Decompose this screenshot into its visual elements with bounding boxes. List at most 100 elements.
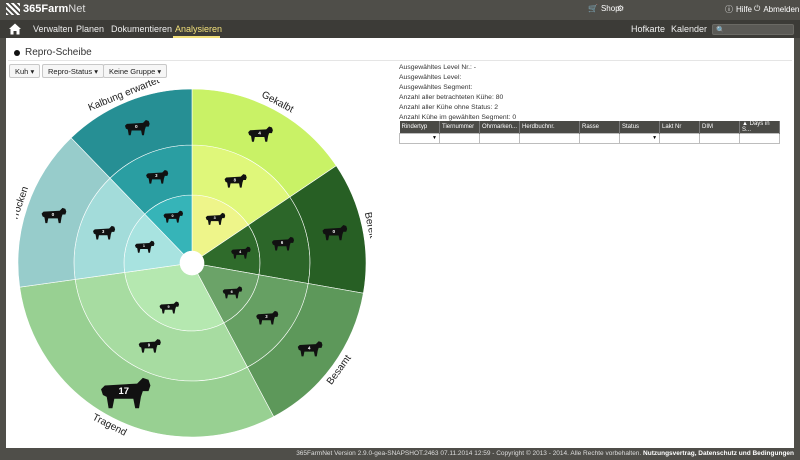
group-dropdown[interactable]: Keine Gruppe ▾ (103, 64, 168, 78)
filter-days-in-status[interactable] (739, 133, 781, 144)
shop-link[interactable]: 🛒 Shop (588, 4, 620, 13)
search-icon: 🔍 (716, 27, 725, 34)
wheel-segment-tragend-ring-3[interactable] (19, 279, 275, 438)
home-icon[interactable] (8, 22, 22, 36)
cow-count-label: 0 (171, 214, 173, 218)
cow-icon: 1 (134, 240, 155, 253)
left-frame (0, 38, 6, 460)
wheel-center (180, 251, 204, 275)
dropdown-label: Kuh (15, 67, 29, 76)
settings-button[interactable]: ⚙ (617, 4, 624, 13)
filter-dim[interactable] (699, 133, 741, 144)
nav-dokumentieren[interactable]: Dokumentieren (111, 24, 173, 34)
cow-icon: 4 (231, 246, 251, 259)
filter-row: ▼ ▼ (399, 133, 781, 144)
title-divider (8, 60, 792, 61)
nav-planen[interactable]: Planen (76, 24, 105, 34)
cow-icon: 8 (224, 174, 247, 188)
dropdown-label: Keine Gruppe (109, 67, 156, 76)
cow-icon: 0 (322, 225, 348, 241)
cow-icon: 9 (159, 301, 180, 314)
info-total-cows: Anzahl aller betrachteten Kühe: 80 (399, 94, 504, 101)
filter-lakt-nr[interactable] (659, 133, 701, 144)
cow-icon: 3 (146, 169, 169, 184)
cow-count-label: 3 (155, 173, 158, 178)
col-herdbuchnr[interactable]: Herdbuchnr. (519, 121, 581, 134)
cow-icon: 0 (163, 210, 184, 223)
cow-icon: 6 (222, 286, 243, 299)
filter-rasse[interactable] (579, 133, 621, 144)
animal-table: Rindertyp Tiernummer Ohrmarken... Herdbu… (399, 121, 781, 144)
logout-link[interactable]: ⏻ Abmelden (754, 4, 799, 14)
nav-verwalten[interactable]: Verwalten (33, 24, 73, 34)
info-level: Ausgewähltes Level: (399, 74, 462, 81)
footer-links[interactable]: Nutzungsvertrag, Datenschutz und Bedingu… (643, 450, 794, 457)
segment-label-bereit: Bereit (362, 211, 372, 239)
cow-count-label: 3 (214, 216, 216, 220)
col-lakt-nr[interactable]: Lakt Nr (659, 121, 701, 134)
panel-bullet-icon (14, 49, 20, 56)
logout-label: Abmelden (763, 4, 800, 14)
filter-tiernummer[interactable] (439, 133, 480, 144)
cow-count-label: 0 (333, 229, 336, 235)
repro-status-dropdown[interactable]: Repro-Status ▾ (42, 64, 105, 78)
footer: 365FarmNet Version 2.9.0-gea-SNAPSHOT.24… (0, 448, 800, 460)
cow-count-label: 3 (102, 229, 105, 234)
col-rindertyp[interactable]: Rindertyp (399, 121, 440, 134)
info-no-status: Anzahl aller Kühe ohne Status: 2 (399, 104, 498, 111)
filter-rindertyp[interactable]: ▼ (399, 133, 440, 144)
cow-count-label: 4 (258, 131, 261, 137)
cow-icon: 3 (256, 310, 279, 325)
cow-count-label: 8 (234, 177, 237, 182)
cow-icon: 3 (93, 225, 116, 240)
col-days-in-status[interactable]: ▲ Days in S... (739, 121, 781, 134)
cow-count-label: 4 (308, 345, 311, 351)
info-segment-cows: Anzahl Kühe im gewählten Segment: 0 (399, 114, 517, 121)
cow-count-label: 17 (119, 386, 130, 397)
col-tiernummer[interactable]: Tiernummer (439, 121, 480, 134)
cow-count-label: 9 (168, 305, 170, 309)
panel-title-text: Repro-Scheibe (25, 47, 92, 58)
logo-suffix: Net (68, 3, 86, 15)
nav-kalender[interactable]: Kalender (671, 24, 708, 34)
col-dim[interactable]: DIM (699, 121, 741, 134)
cow-count-label: 0 (135, 124, 138, 130)
filter-status[interactable]: ▼ (619, 133, 661, 144)
help-link[interactable]: ⓘ Hilfe (725, 4, 752, 15)
app-logo[interactable]: 365Farm Net (6, 3, 85, 15)
panel-title: Repro-Scheibe (14, 47, 92, 58)
power-icon: ⏻ (754, 4, 761, 13)
logo-brand: 365Farm (23, 3, 69, 15)
cow-icon: 0 (41, 207, 67, 224)
nav-active-indicator (173, 36, 220, 38)
table-header-row: Rindertyp Tiernummer Ohrmarken... Herdbu… (399, 121, 781, 134)
footer-copyright: 365FarmNet Version 2.9.0-gea-SNAPSHOT.24… (296, 450, 642, 457)
cow-count-label: 9 (148, 342, 151, 347)
info-segment: Ausgewähltes Segment: (399, 84, 473, 91)
col-status[interactable]: Status (619, 121, 661, 134)
cow-icon: 4 (248, 126, 273, 142)
cow-icon: 6 (271, 236, 295, 251)
cow-icon: 4 (297, 341, 323, 357)
nav-hofkarte[interactable]: Hofkarte (631, 24, 666, 34)
main-nav: Verwalten Planen Dokumentieren Analysier… (0, 20, 800, 38)
search-input[interactable]: 🔍 (712, 24, 794, 35)
nav-analysieren[interactable]: Analysieren (175, 24, 223, 34)
wheel-segment-kalbung-erwartet-ring-3[interactable] (70, 88, 193, 179)
shop-label: Shop (600, 4, 620, 13)
info-level-nr: Ausgewähltes Level Nr.: - (399, 64, 477, 71)
animal-type-dropdown[interactable]: Kuh ▾ (9, 64, 41, 78)
cart-icon: 🛒 (588, 4, 598, 13)
cow-icon: 9 (138, 339, 161, 353)
col-rasse[interactable]: Rasse (579, 121, 621, 134)
cow-count-label: 0 (52, 212, 55, 218)
cow-count-label: 4 (239, 250, 242, 254)
top-bar: 365Farm Net 🛒 Shop ⚙ ⓘ Hilfe ⏻ Abmelden (0, 0, 800, 20)
help-label: Hilfe (736, 5, 753, 14)
dropdown-label: Repro-Status (48, 67, 93, 76)
cow-icon: 0 (124, 120, 150, 136)
filter-herdbuchnr[interactable] (519, 133, 581, 144)
filter-ohrmarken[interactable] (478, 133, 521, 144)
col-ohrmarken[interactable]: Ohrmarken... (479, 121, 521, 134)
